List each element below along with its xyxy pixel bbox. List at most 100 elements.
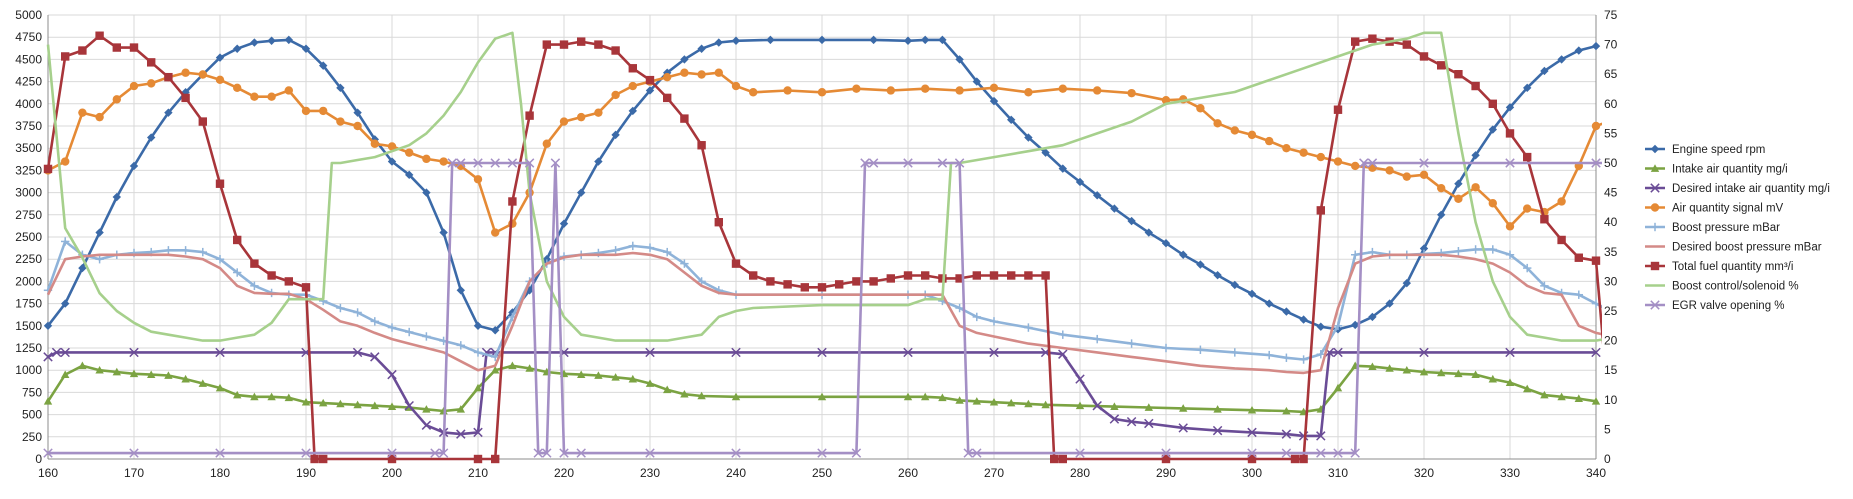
data-point — [1591, 41, 1601, 51]
data-point — [1351, 161, 1360, 171]
legend-item: Total fuel quantity mm³/i — [1645, 261, 1793, 273]
marker-stroke — [447, 158, 457, 168]
data-point — [1247, 448, 1257, 458]
data-point — [181, 68, 190, 77]
data-point — [164, 72, 173, 82]
data-point — [198, 117, 207, 126]
y-left-tick-label: 4500 — [15, 52, 42, 66]
data-point — [456, 429, 466, 439]
data-point — [1333, 157, 1343, 166]
data-point — [663, 72, 672, 82]
y-left-tick-label: 0 — [35, 452, 42, 466]
data-point — [404, 400, 414, 411]
data-point — [766, 277, 775, 286]
data-point — [1075, 177, 1085, 187]
data-point — [1281, 448, 1292, 458]
data-point — [1618, 159, 1626, 167]
data-point — [1127, 216, 1136, 226]
data-point — [903, 36, 913, 45]
data-point — [697, 141, 706, 150]
data-point — [1196, 260, 1205, 269]
data-point — [95, 366, 104, 374]
data-point — [215, 53, 225, 62]
data-point — [1316, 322, 1325, 331]
data-point — [129, 43, 139, 52]
data-point — [972, 448, 982, 458]
marker-stroke — [215, 347, 225, 358]
data-point — [1058, 330, 1067, 339]
legend-label: EGR valve opening % — [1672, 300, 1785, 312]
data-point — [1437, 61, 1446, 70]
data-point — [370, 352, 380, 362]
data-point — [921, 84, 930, 93]
legend-item: Boost pressure mBar — [1645, 222, 1780, 234]
data-point — [817, 283, 827, 292]
data-point — [181, 374, 190, 383]
data-point — [663, 93, 672, 103]
data-point — [1574, 394, 1583, 402]
marker-stroke — [1075, 374, 1085, 384]
marker-stroke — [1178, 423, 1188, 433]
data-point — [577, 188, 586, 197]
data-point — [628, 81, 637, 91]
marker-stroke — [1505, 158, 1515, 168]
data-point — [1299, 355, 1308, 364]
data-point — [1351, 37, 1360, 46]
legend-marker — [1650, 144, 1660, 154]
data-point — [215, 347, 225, 358]
data-point — [1050, 454, 1059, 464]
data-point — [421, 420, 432, 430]
marker-stroke — [43, 448, 53, 458]
data-point — [1247, 289, 1257, 299]
y-right-tick-label: 25 — [1604, 304, 1618, 318]
data-point — [181, 246, 190, 255]
data-point — [1041, 271, 1050, 280]
data-point — [1367, 158, 1378, 168]
data-point — [473, 454, 483, 464]
data-point — [611, 90, 620, 100]
data-point — [456, 341, 465, 350]
data-point — [1557, 235, 1566, 245]
marker-stroke — [1618, 159, 1626, 167]
marker-stroke — [1126, 416, 1137, 427]
data-point — [60, 347, 70, 358]
data-point — [577, 370, 586, 378]
data-point — [319, 454, 328, 464]
data-point — [310, 454, 319, 464]
legend-marker — [1650, 183, 1660, 193]
data-point — [1110, 204, 1119, 213]
data-point — [1385, 166, 1394, 175]
data-point — [61, 52, 70, 61]
grid — [47, 14, 1597, 460]
data-point — [611, 373, 620, 381]
data-point — [921, 35, 930, 45]
data-point — [1557, 392, 1566, 401]
data-point — [336, 303, 345, 313]
data-point — [1178, 423, 1188, 433]
data-point — [903, 347, 913, 358]
data-point — [680, 389, 689, 398]
series-4 — [43, 68, 1602, 237]
data-point — [95, 31, 104, 40]
data-point — [215, 383, 225, 392]
data-point — [370, 401, 379, 410]
data-point — [250, 392, 259, 401]
data-point — [1093, 191, 1102, 200]
x-tick-label: 220 — [554, 466, 574, 480]
data-point — [1488, 99, 1497, 108]
data-point — [903, 271, 913, 280]
data-point — [456, 286, 465, 295]
data-point — [198, 70, 207, 79]
marker-stroke — [817, 448, 827, 458]
marker-stroke — [456, 158, 466, 168]
data-point — [129, 161, 139, 171]
legend-label: Intake air quantity mg/i — [1672, 164, 1788, 176]
marker-stroke — [576, 448, 586, 458]
data-point — [697, 70, 706, 79]
data-point — [1179, 404, 1188, 412]
data-point — [989, 96, 999, 106]
data-point — [1574, 253, 1583, 262]
data-point — [1540, 281, 1549, 291]
data-point — [1213, 405, 1222, 413]
